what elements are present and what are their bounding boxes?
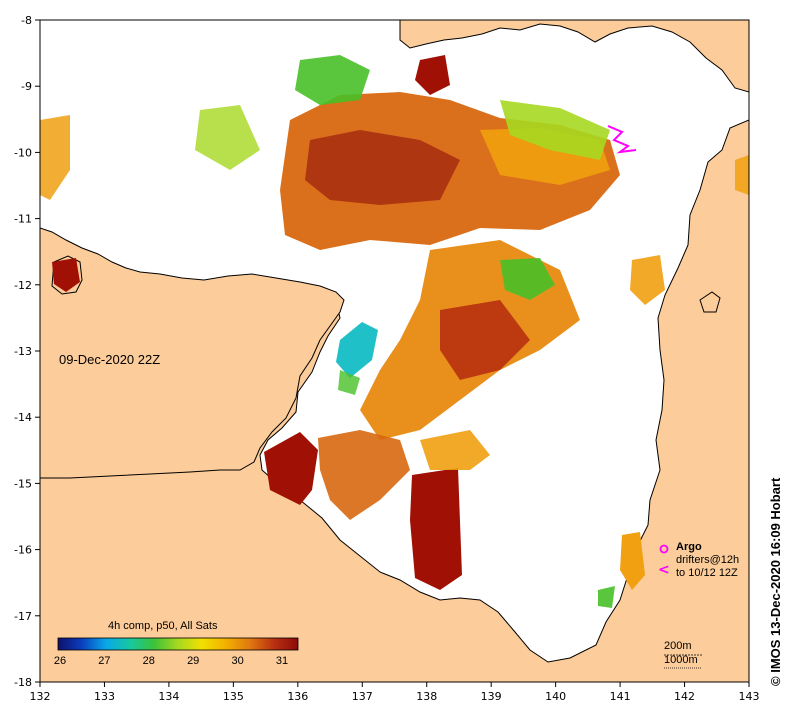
drifter-marker-icon: < bbox=[658, 562, 670, 578]
colorbar-tick-label: 27 bbox=[98, 655, 111, 667]
y-tick-label: -14 bbox=[14, 411, 32, 424]
x-tick-label: 135 bbox=[223, 690, 244, 703]
x-tick-label: 134 bbox=[158, 690, 179, 703]
x-axis: 132 133 134 135 136 137 138 139 140 141 142 143 bbox=[30, 682, 760, 703]
y-axis: -8 -9 -10 -11 -12 -13 -14 -15 -16 -17 -18 bbox=[14, 14, 40, 689]
x-tick-label: 142 bbox=[674, 690, 695, 703]
x-tick-label: 132 bbox=[30, 690, 51, 703]
land-new-guinea bbox=[399, 20, 749, 93]
credit-text: IMOS 13-Dec-2020 16:09 Hobart bbox=[768, 477, 783, 673]
x-tick-label: 143 bbox=[739, 690, 760, 703]
colorbar-tick-label: 29 bbox=[187, 655, 200, 667]
sst-data-layer bbox=[40, 55, 749, 608]
y-tick-label: -9 bbox=[21, 80, 32, 93]
depth-200m-label: 200m bbox=[664, 640, 692, 652]
argo-marker-icon bbox=[659, 544, 669, 554]
credit-label: © IMOS 13-Dec-2020 16:09 Hobart bbox=[768, 478, 783, 686]
land-islet bbox=[699, 291, 721, 313]
drifters-date-label: to 10/12 12Z bbox=[676, 567, 738, 579]
y-tick-label: -18 bbox=[14, 676, 32, 689]
colorbar-tick-label: 30 bbox=[231, 655, 244, 667]
y-tick-label: -8 bbox=[21, 14, 32, 27]
colorbar-tick-label: 31 bbox=[275, 655, 289, 667]
x-tick-label: 141 bbox=[610, 690, 631, 703]
x-tick-label: 139 bbox=[481, 690, 502, 703]
land-arnhem bbox=[40, 227, 345, 479]
drifter-tracks bbox=[607, 125, 637, 154]
copyright-symbol: © bbox=[768, 676, 783, 686]
x-tick-label: 136 bbox=[287, 690, 308, 703]
y-tick-label: -12 bbox=[14, 279, 32, 292]
colorbar bbox=[57, 637, 299, 651]
y-tick-label: -15 bbox=[14, 477, 32, 490]
y-tick-label: -10 bbox=[14, 146, 32, 159]
y-tick-label: -11 bbox=[14, 213, 32, 226]
x-tick-label: 133 bbox=[94, 690, 115, 703]
colorbar-tick-label: 26 bbox=[53, 655, 67, 667]
argo-label: Argo bbox=[676, 541, 702, 553]
y-tick-label: -17 bbox=[14, 610, 32, 623]
colorbar-tick-label: 28 bbox=[142, 655, 155, 667]
x-tick-label: 138 bbox=[416, 690, 437, 703]
drifters-label: drifters@12h bbox=[676, 554, 740, 566]
y-tick-label: -16 bbox=[14, 544, 32, 557]
x-tick-label: 137 bbox=[352, 690, 373, 703]
timestamp-label: 09-Dec-2020 22Z bbox=[59, 352, 161, 367]
y-tick-label: -13 bbox=[14, 345, 32, 358]
composite-label: 4h comp, p50, All Sats bbox=[108, 620, 218, 632]
x-tick-label: 140 bbox=[545, 690, 566, 703]
depth-1000m-label: 1000m bbox=[664, 654, 698, 666]
